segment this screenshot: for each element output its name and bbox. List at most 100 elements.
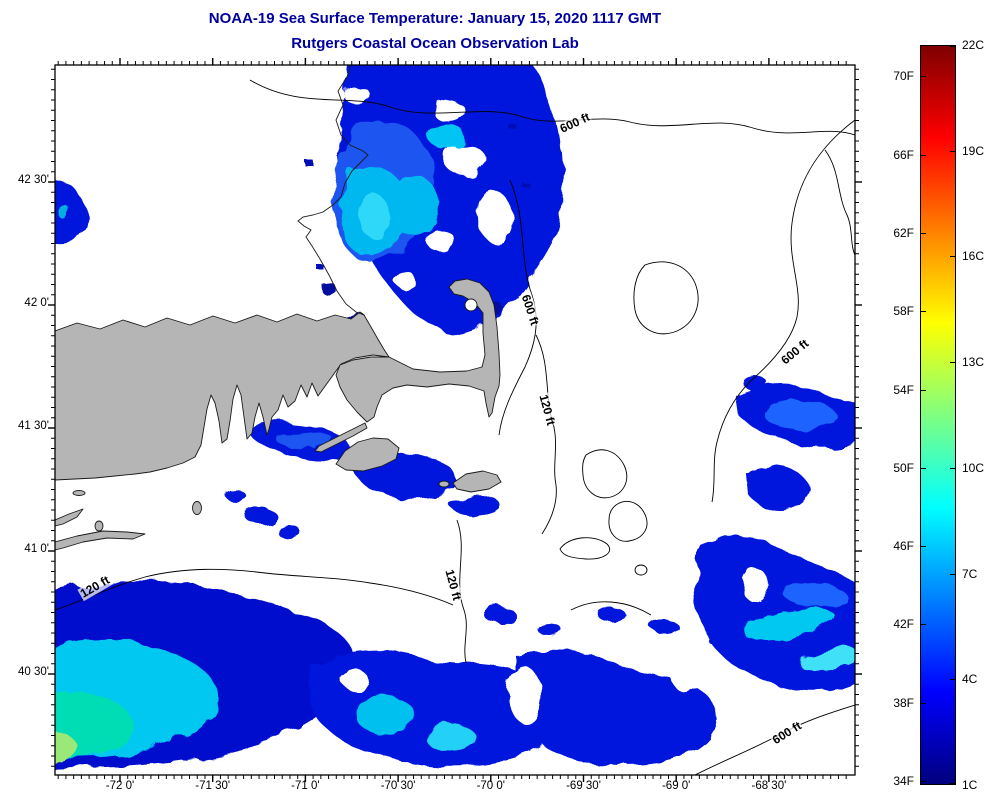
sst-speck: [278, 527, 302, 539]
sst-speck: [709, 635, 731, 647]
sst-patch-cyan3: [429, 124, 465, 150]
contour-120ft-southwest: [55, 568, 454, 611]
sst-patch-cyan2: [387, 175, 439, 235]
land-fishers-island: [72, 490, 86, 496]
colorbar-f-label: 58F: [893, 304, 914, 319]
sst-center-cyan1: [355, 697, 415, 733]
cloud-hole: [341, 671, 369, 689]
colorbar-f-label: 54F: [893, 382, 914, 397]
colorbar-f-label: 38F: [893, 695, 914, 710]
sst-patch-west-edge: [55, 179, 87, 244]
map-canvas: [48, 58, 862, 782]
cloud-hole: [394, 272, 416, 288]
land-layer: [55, 278, 502, 551]
sst-band-south-center2: [514, 649, 718, 765]
cloud-hole: [478, 192, 512, 242]
provincetown-harbor: [464, 298, 478, 312]
figure-header: NOAA-19 Sea Surface Temperature: January…: [0, 6, 870, 56]
colorbar-f-label: 62F: [893, 225, 914, 240]
sst-se-cyan2: [800, 648, 855, 672]
colorbar-c-label: 22C: [962, 38, 985, 52]
contour-shoal-1: [559, 537, 611, 560]
contour-shoal-3: [608, 501, 648, 542]
sst-patch-se-nantucket: [450, 495, 500, 515]
sst-speck: [244, 507, 276, 523]
colorbar-c-label: 13C: [962, 355, 985, 370]
sst-speck: [510, 125, 518, 131]
land-marthas-vineyard: [335, 437, 400, 472]
cloud-hole: [444, 145, 486, 175]
y-axis-tick-label: 40 30': [18, 666, 49, 678]
y-axis-tick-label: 42 0': [24, 297, 49, 309]
colorbar-c-label: 10C: [962, 460, 985, 475]
land-elizabeth-islands: [314, 422, 368, 453]
sst-speck: [596, 606, 624, 620]
cloud-hole: [426, 229, 454, 251]
colorbar-c-label: 19C: [962, 143, 985, 158]
sst-patch-west-cyan: [60, 205, 70, 221]
coastline-north-shore: [297, 65, 369, 316]
y-axis-tick-label: 41 30': [18, 420, 49, 432]
y-axis-tick-label: 41 0': [24, 543, 49, 555]
contour-bank-loop: [633, 261, 699, 335]
land-block-island: [192, 501, 202, 515]
plot-frame: [54, 64, 856, 776]
cloud-hole: [432, 99, 464, 121]
colorbar-f-label: 46F: [893, 539, 914, 554]
figure-subtitle: Rutgers Coastal Ocean Observation Lab: [291, 35, 579, 52]
colorbar-c-label: 16C: [962, 249, 985, 264]
sst-band-southwest-green: [55, 731, 78, 762]
map-plot: 600 ft 600 ft 600 ft 120 ft 120 ft 120 ft 600 …: [48, 58, 862, 782]
cloud-hole: [344, 86, 370, 104]
sst-speck: [484, 607, 516, 623]
sst-se-cyan1: [746, 608, 834, 642]
land-cape-cod: [335, 278, 501, 423]
sst-speck: [225, 489, 245, 501]
colorbar-f-label: 66F: [893, 147, 914, 162]
sst-patch-east-1-core: [765, 400, 835, 430]
land-mainland: [55, 311, 390, 481]
sst-patch-east-2: [745, 466, 808, 510]
contour-shoal-2: [582, 449, 628, 499]
colorbar-f-label: 42F: [893, 617, 914, 632]
coastline-layer: [297, 65, 369, 316]
y-axis-tick-label: 42 30': [18, 174, 49, 186]
land-long-island-north-fork: [55, 508, 84, 527]
tick-marks: [48, 58, 862, 782]
colorbar-f-label: 50F: [893, 460, 914, 475]
contour-120ft-nantucket-shoals: [456, 519, 467, 664]
sst-patch-cyan-core: [358, 193, 388, 237]
sst-speck: [319, 281, 335, 293]
land-long-island-south-fork: [55, 530, 146, 551]
colorbar-c-label: 1C: [962, 778, 978, 792]
cloud-hole: [668, 638, 702, 692]
land-tuckernuck: [438, 480, 450, 488]
sst-band-southeast: [694, 537, 855, 691]
sst-speck: [525, 185, 532, 190]
sst-speck: [305, 160, 313, 166]
land-gardiners-island: [94, 520, 104, 532]
contour-shoal-5: [634, 564, 648, 576]
colorbar-c-label: 7C: [962, 566, 978, 581]
colorbar-f-label: 34F: [893, 774, 914, 789]
colorbar-gradient: [920, 45, 956, 785]
colorbar-c-label: 4C: [962, 672, 978, 687]
sst-band-south-center: [310, 651, 566, 768]
cloud-hole: [509, 667, 541, 723]
land-nantucket: [452, 470, 502, 493]
figure-title: NOAA-19 Sea Surface Temperature: January…: [208, 10, 662, 27]
sst-speck: [651, 620, 679, 634]
colorbar-f-label: 70F: [893, 69, 914, 84]
sst-patch-vineyard-mid: [277, 431, 333, 449]
sst-se-core: [785, 583, 845, 607]
cloud-hole: [742, 568, 768, 602]
contour-northeast-fragment: [824, 149, 855, 256]
sst-speck: [743, 376, 767, 390]
sst-center-cyan2: [425, 723, 475, 751]
contour-120ft-outer-cape: [535, 334, 557, 535]
sst-data-layer: [55, 65, 855, 769]
contour-shoal-4: [570, 601, 652, 616]
sst-speck: [538, 624, 562, 636]
sst-speck: [317, 265, 324, 270]
